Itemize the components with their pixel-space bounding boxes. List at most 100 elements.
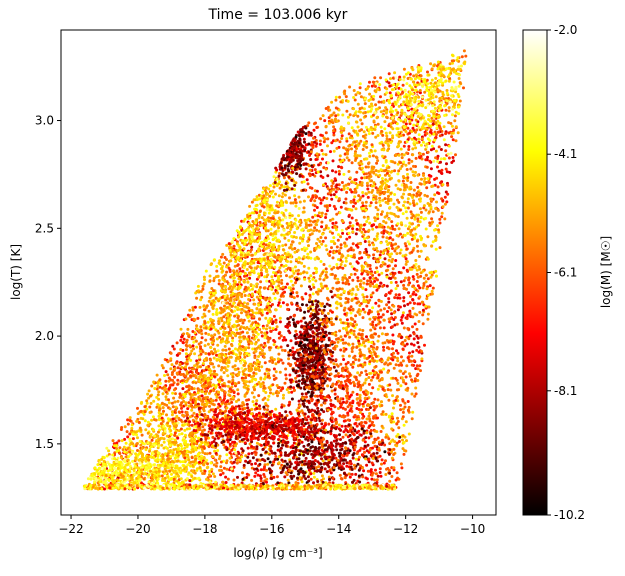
data-point — [444, 167, 448, 171]
data-point — [341, 231, 345, 235]
data-point — [212, 326, 216, 329]
data-point — [399, 318, 403, 322]
data-point — [305, 178, 309, 182]
data-point — [105, 446, 109, 450]
data-point — [294, 258, 298, 261]
data-point — [285, 303, 289, 307]
data-point — [409, 167, 413, 171]
data-point — [401, 342, 405, 346]
data-point — [93, 466, 97, 470]
data-point — [313, 266, 317, 270]
data-point — [382, 307, 386, 311]
data-point — [316, 237, 320, 241]
data-point — [218, 385, 222, 389]
data-point — [387, 398, 391, 402]
data-point — [94, 477, 98, 480]
data-point — [202, 282, 206, 286]
data-point — [443, 217, 447, 221]
data-point — [176, 366, 180, 370]
data-point — [314, 223, 318, 226]
data-point — [395, 205, 399, 209]
data-point — [131, 450, 134, 454]
data-point — [377, 334, 381, 338]
data-point — [230, 467, 234, 471]
data-point — [415, 244, 419, 248]
data-point — [346, 405, 350, 409]
data-point — [301, 297, 305, 301]
data-point — [243, 394, 247, 398]
data-point — [337, 375, 341, 378]
data-point — [274, 376, 278, 380]
data-point — [434, 238, 438, 242]
data-point — [302, 206, 306, 210]
data-point — [254, 453, 258, 457]
data-point — [130, 423, 134, 427]
data-point — [234, 334, 238, 338]
data-point — [182, 464, 186, 468]
data-point — [332, 129, 335, 133]
data-point — [406, 179, 410, 182]
data-point — [236, 392, 240, 396]
data-point — [197, 476, 201, 480]
data-point — [365, 417, 369, 421]
data-point — [197, 457, 201, 461]
data-point — [199, 325, 203, 329]
data-point — [353, 384, 356, 388]
data-point — [161, 392, 165, 396]
data-point — [372, 253, 376, 257]
data-point — [183, 428, 187, 432]
data-point — [399, 403, 402, 407]
data-point — [400, 466, 404, 470]
data-point — [440, 172, 444, 175]
data-point — [411, 350, 415, 354]
data-point — [424, 280, 428, 284]
data-point — [404, 253, 408, 257]
data-point — [356, 125, 360, 129]
data-point — [272, 185, 276, 189]
data-point — [334, 190, 338, 194]
data-point — [345, 109, 349, 113]
data-point — [307, 121, 311, 125]
data-point — [402, 452, 406, 456]
data-point — [139, 443, 143, 447]
data-point — [288, 275, 292, 279]
data-point — [325, 209, 329, 213]
data-point — [281, 348, 284, 352]
data-point — [404, 206, 408, 210]
data-point — [138, 479, 141, 483]
data-point — [359, 95, 363, 99]
data-point — [355, 285, 359, 289]
data-point — [418, 207, 422, 211]
data-point — [318, 196, 321, 200]
data-point — [157, 411, 161, 415]
data-point — [418, 364, 422, 368]
data-point — [368, 276, 372, 280]
data-point — [363, 450, 366, 454]
data-point — [416, 275, 420, 279]
data-point — [165, 434, 169, 438]
data-point — [206, 465, 210, 469]
data-point — [147, 473, 151, 477]
data-point — [388, 91, 392, 95]
data-point — [263, 396, 267, 400]
data-point — [278, 320, 282, 324]
data-point — [395, 252, 399, 256]
data-point — [140, 455, 144, 459]
data-point — [284, 373, 288, 377]
data-point — [396, 296, 400, 300]
data-point — [430, 244, 434, 248]
data-point — [403, 200, 407, 204]
data-point — [316, 292, 320, 296]
data-point — [304, 143, 308, 147]
data-point — [330, 389, 334, 393]
data-point — [440, 197, 444, 201]
data-point — [217, 279, 221, 282]
data-point — [382, 326, 386, 330]
data-point — [250, 462, 254, 466]
data-point — [180, 335, 184, 339]
data-point — [164, 395, 168, 399]
data-point — [396, 356, 399, 360]
data-point — [429, 174, 433, 178]
data-point — [395, 322, 399, 326]
